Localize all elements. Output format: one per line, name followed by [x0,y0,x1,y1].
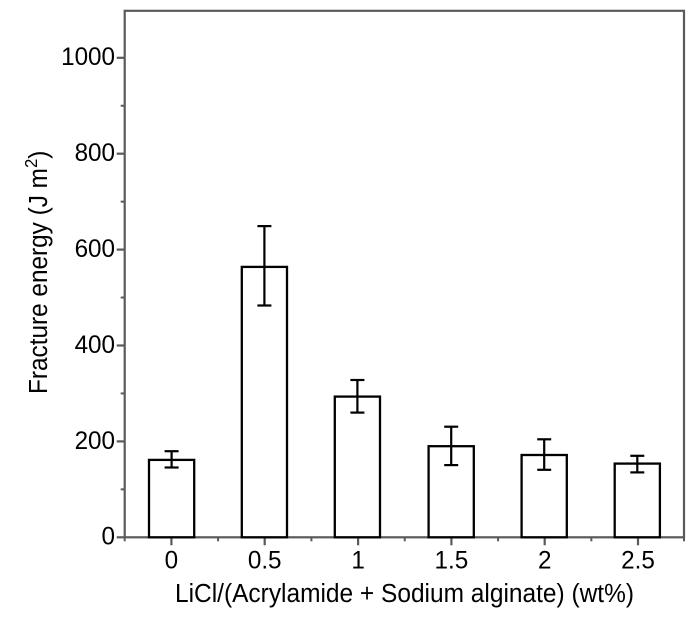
svg-text:800: 800 [75,140,115,167]
svg-text:0.5: 0.5 [248,547,282,574]
svg-text:1.5: 1.5 [435,547,469,574]
svg-text:0: 0 [102,523,115,550]
svg-text:2.5: 2.5 [621,547,655,574]
svg-text:Fracture energy (J m2): Fracture energy (J m2) [21,151,53,394]
svg-text:LiCl/(Acrylamide + Sodium algi: LiCl/(Acrylamide + Sodium alginate) (wt%… [175,579,634,608]
svg-text:600: 600 [75,236,115,263]
svg-text:1000: 1000 [61,44,115,71]
svg-text:400: 400 [75,332,115,359]
svg-text:2: 2 [538,547,551,574]
svg-text:200: 200 [75,427,115,454]
svg-text:0: 0 [165,547,178,574]
svg-text:1: 1 [351,547,364,574]
